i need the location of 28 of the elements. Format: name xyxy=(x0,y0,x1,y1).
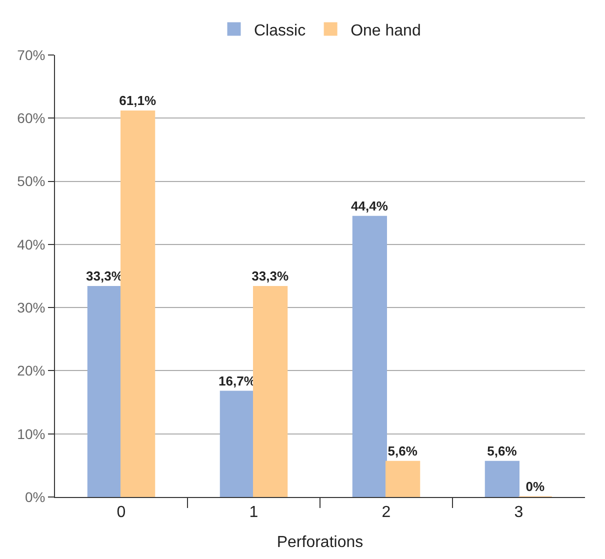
y-tick-label: 40% xyxy=(17,236,46,252)
y-tick-label: 50% xyxy=(17,173,46,190)
x-tick-label: 3 xyxy=(514,504,524,522)
x-axis-title: Perforations xyxy=(276,534,364,551)
data-label: 44,4% xyxy=(351,198,388,214)
y-tick-label: 0% xyxy=(24,488,46,505)
bar xyxy=(484,460,520,497)
y-tick-label: 60% xyxy=(17,110,46,126)
data-label: 5,6% xyxy=(487,444,518,459)
legend-label: One hand xyxy=(350,22,421,40)
bar xyxy=(120,110,156,497)
bar xyxy=(87,286,122,497)
bar xyxy=(352,216,387,497)
bar xyxy=(220,390,254,497)
data-label: 0% xyxy=(526,479,545,494)
data-label: 5,6% xyxy=(388,444,418,459)
legend-label: Classic xyxy=(254,22,306,40)
x-tick-label: 0 xyxy=(116,504,126,522)
y-tick-label: 20% xyxy=(17,362,46,379)
data-label: 61,1% xyxy=(119,93,156,108)
x-tick-label: 1 xyxy=(249,504,258,522)
bar xyxy=(253,286,288,497)
data-label: 33,3% xyxy=(252,268,289,284)
y-tick-label: 70% xyxy=(17,46,46,63)
y-tick-label: 30% xyxy=(17,299,46,316)
x-tick-label: 2 xyxy=(382,504,391,522)
bar xyxy=(386,460,420,497)
y-tick-label: 10% xyxy=(17,426,46,442)
